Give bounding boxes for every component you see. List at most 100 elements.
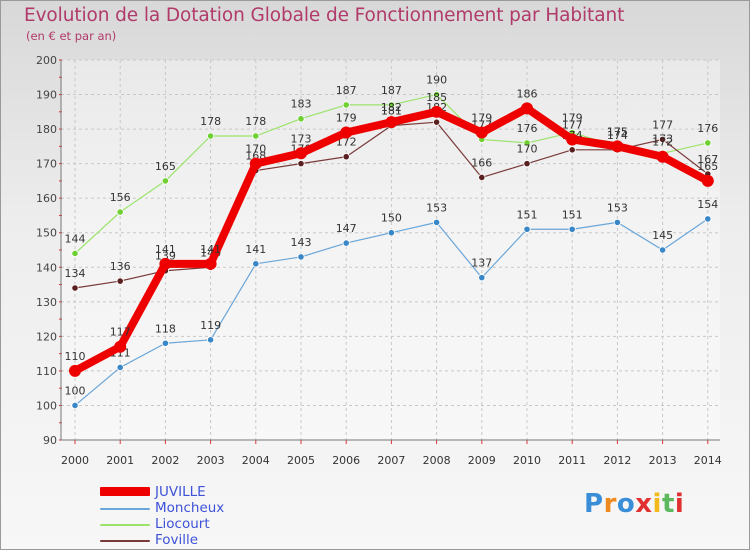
data-label-liocourt-2001: 156 bbox=[110, 191, 131, 204]
data-point-juville-2010 bbox=[521, 102, 533, 115]
data-point-foville-2009 bbox=[478, 173, 486, 182]
x-tick-label-2009: 2009 bbox=[468, 454, 496, 467]
data-point-juville-2006 bbox=[340, 126, 353, 139]
legend-swatch-juville bbox=[100, 487, 150, 496]
x-tick-label-2001: 2001 bbox=[106, 454, 134, 467]
data-point-moncheux-2006 bbox=[342, 239, 350, 247]
data-point-liocourt-2003 bbox=[207, 132, 215, 140]
x-tick-label-2000: 2000 bbox=[61, 454, 89, 467]
data-label-juville-2001: 117 bbox=[110, 326, 131, 339]
legend-label-moncheux: Moncheux bbox=[155, 500, 225, 516]
data-label-liocourt-2002: 165 bbox=[155, 160, 176, 173]
x-tick-label-2011: 2011 bbox=[558, 454, 586, 467]
data-label-liocourt-2003: 178 bbox=[200, 115, 221, 128]
data-label-moncheux-2014: 154 bbox=[697, 198, 718, 211]
data-label-juville-2009: 179 bbox=[471, 112, 492, 125]
data-label-liocourt-2011: 179 bbox=[562, 112, 583, 125]
data-point-moncheux-2008 bbox=[432, 218, 441, 226]
data-point-moncheux-2005 bbox=[297, 253, 305, 261]
x-tick-label-2010: 2010 bbox=[513, 454, 541, 467]
data-label-juville-2003: 141 bbox=[200, 243, 221, 256]
y-tick-label-160: 160 bbox=[36, 192, 57, 205]
data-label-juville-2005: 173 bbox=[291, 132, 312, 145]
data-label-moncheux-2006: 147 bbox=[336, 222, 357, 235]
data-label-liocourt-2007: 187 bbox=[381, 84, 402, 97]
data-point-juville-2007 bbox=[385, 116, 398, 129]
data-point-liocourt-2002 bbox=[161, 177, 169, 185]
data-point-foville-2013 bbox=[658, 135, 667, 144]
data-point-liocourt-2000 bbox=[71, 249, 79, 258]
data-point-moncheux-2003 bbox=[207, 336, 215, 344]
legend-label-foville: Foville bbox=[155, 532, 199, 548]
data-point-juville-2004 bbox=[249, 157, 262, 170]
data-point-moncheux-2000 bbox=[71, 401, 79, 410]
x-tick-label-2005: 2005 bbox=[287, 454, 315, 467]
data-label-juville-2010: 186 bbox=[517, 87, 538, 100]
data-label-liocourt-2006: 187 bbox=[336, 84, 357, 97]
y-tick-label-100: 100 bbox=[36, 399, 57, 412]
data-label-juville-2002: 141 bbox=[155, 243, 176, 256]
data-label-foville-2009: 166 bbox=[471, 156, 492, 169]
data-label-liocourt-2010: 176 bbox=[517, 122, 538, 135]
chart-title: Evolution de la Dotation Globale de Fonc… bbox=[24, 5, 625, 26]
data-point-moncheux-2010 bbox=[523, 225, 531, 233]
data-label-foville-2013: 177 bbox=[652, 118, 673, 131]
data-point-moncheux-2002 bbox=[161, 339, 169, 347]
data-label-liocourt-2008: 190 bbox=[426, 74, 447, 87]
data-label-moncheux-2013: 145 bbox=[652, 229, 673, 242]
data-label-moncheux-2010: 151 bbox=[517, 208, 538, 221]
data-point-juville-2005 bbox=[295, 147, 307, 160]
y-tick-label-170: 170 bbox=[36, 158, 57, 171]
data-label-moncheux-2004: 141 bbox=[245, 243, 266, 256]
legend-label-liocourt: Liocourt bbox=[155, 516, 210, 532]
x-tick-label-2004: 2004 bbox=[242, 454, 270, 467]
data-label-liocourt-2012: 175 bbox=[607, 125, 628, 138]
data-label-moncheux-2008: 153 bbox=[426, 201, 447, 214]
data-point-moncheux-2007 bbox=[387, 229, 395, 237]
y-tick-label-110: 110 bbox=[36, 365, 57, 378]
data-point-foville-2006 bbox=[342, 153, 350, 161]
data-label-foville-2010: 170 bbox=[517, 143, 538, 156]
x-tick-label-2006: 2006 bbox=[332, 454, 360, 467]
x-tick-label-2002: 2002 bbox=[151, 454, 179, 467]
data-point-liocourt-2014 bbox=[704, 139, 712, 147]
data-point-foville-2011 bbox=[568, 146, 576, 154]
data-point-liocourt-2005 bbox=[297, 115, 305, 123]
data-point-juville-2002 bbox=[159, 257, 172, 270]
legend-swatch-foville bbox=[100, 540, 150, 542]
data-point-foville-2000 bbox=[71, 284, 79, 292]
y-tick-label-120: 120 bbox=[36, 330, 57, 343]
data-label-foville-2002: 139 bbox=[155, 250, 176, 263]
data-point-moncheux-2009 bbox=[478, 274, 486, 282]
data-point-liocourt-2001 bbox=[116, 208, 124, 216]
data-point-foville-2008 bbox=[432, 118, 441, 126]
data-point-liocourt-2008 bbox=[432, 90, 441, 99]
data-point-foville-2005 bbox=[297, 160, 305, 168]
x-tick-label-2013: 2013 bbox=[649, 454, 677, 467]
y-tick-label-180: 180 bbox=[36, 123, 57, 136]
data-point-moncheux-2014 bbox=[704, 215, 712, 223]
data-point-juville-2008 bbox=[430, 105, 443, 118]
data-label-liocourt-2005: 183 bbox=[291, 98, 312, 111]
x-tick-label-2007: 2007 bbox=[377, 454, 405, 467]
data-label-juville-2008: 185 bbox=[426, 91, 447, 104]
data-label-juville-2011: 177 bbox=[562, 118, 583, 131]
x-tick-label-2003: 2003 bbox=[197, 454, 225, 467]
data-label-moncheux-2012: 153 bbox=[607, 201, 628, 214]
data-label-foville-2000: 134 bbox=[65, 267, 86, 280]
data-point-juville-2001 bbox=[114, 340, 127, 353]
data-point-moncheux-2011 bbox=[568, 225, 576, 233]
data-point-liocourt-2010 bbox=[523, 139, 531, 147]
x-tick-label-2008: 2008 bbox=[423, 454, 451, 467]
data-label-moncheux-2000: 100 bbox=[65, 384, 86, 397]
data-label-liocourt-2004: 178 bbox=[245, 115, 266, 128]
data-label-moncheux-2009: 137 bbox=[471, 257, 492, 270]
legend-swatch-moncheux bbox=[100, 508, 150, 510]
data-point-liocourt-2007 bbox=[387, 101, 395, 109]
data-point-moncheux-2012 bbox=[613, 218, 622, 226]
data-point-juville-2013 bbox=[656, 150, 669, 163]
y-tick-label-140: 140 bbox=[36, 261, 57, 274]
data-point-liocourt-2004 bbox=[252, 132, 260, 140]
